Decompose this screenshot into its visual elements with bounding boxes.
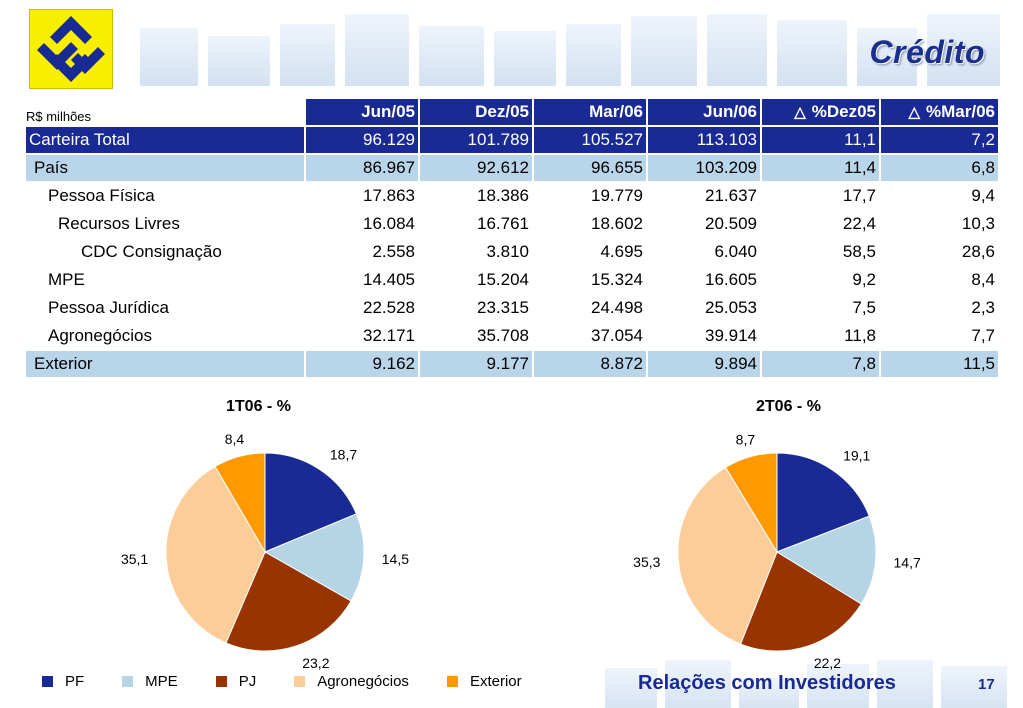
col-header: △ %Dez05 [762,99,879,125]
pie-label: 8,7 [736,431,756,447]
page-title: Crédito [869,34,985,70]
col-header: Jun/06 [648,99,760,125]
delta-icon: △ [908,104,921,121]
pie-chart-2t06: 19,1 14,7 22,2 35,3 8,7 [633,431,921,671]
pie-title-2t06: 2T06 - % [756,398,821,415]
legend-swatch [294,676,306,687]
col-header: Jun/05 [306,99,418,125]
col-header: Dez/05 [420,99,532,125]
pie-label: 18,7 [330,447,357,463]
pie-slice-exterior [724,452,778,554]
footer-text: Relações com Investidores [638,672,896,694]
pie-slice-mpe [775,515,877,605]
pie-slice-agronegócios [165,465,266,644]
table-row: Agronegócios 32.171 35.708 37.054 39.914… [48,326,995,345]
col-header: △ %Mar/06 [881,99,998,125]
table-row: Pessoa Jurídica 22.528 23.315 24.498 25.… [48,298,995,317]
pie-slice-exterior [214,452,266,554]
table-row: CDC Consignação 2.558 3.810 4.695 6.040 … [81,242,995,261]
pie-label: 22,2 [814,655,841,671]
legend-swatch [122,676,134,687]
table-row: Recursos Livres 16.084 16.761 18.602 20.… [58,214,995,233]
table-row: Pessoa Física 17.863 18.386 19.779 21.63… [48,186,995,205]
logo-icon [37,16,105,82]
legend-item: PF [42,673,84,690]
pie-slice-pj [739,551,862,652]
credit-table: Jun/05 Dez/05 Mar/06 Jun/06 △ %Dez05 △ %Ma… [24,97,1000,379]
pie-label: 8,4 [225,431,245,447]
legend-swatch [446,676,458,687]
pie-chart-1t06: 18,7 14,5 23,2 35,1 8,4 [121,431,409,671]
pie-title-1t06: 1T06 - % [226,398,291,415]
pie-slice-pj [225,551,352,652]
pie-label: 23,2 [302,655,329,671]
legend-item: Agronegócios [294,673,409,690]
table-row: Exterior 9.162 9.177 8.872 9.894 7,8 11,… [26,351,998,377]
table-row: País 86.967 92.612 96.655 103.209 11,4 6… [26,155,998,181]
table-row: Carteira Total 96.129 101.789 105.527 11… [26,127,998,153]
chart-legend: PF MPE PJ Agronegócios Exterior [42,673,560,690]
delta-icon: △ [794,104,806,121]
col-header: Mar/06 [534,99,646,125]
pie-label: 35,1 [121,551,148,567]
pie-slice-mpe [263,513,365,602]
table-row: MPE 14.405 15.204 15.324 16.605 9,2 8,4 [48,270,995,289]
pie-label: 35,3 [633,554,660,570]
pie-slice-pf [264,452,358,553]
bank-logo [29,9,113,89]
pie-label: 19,1 [843,447,870,463]
legend-item: MPE [122,673,178,690]
page-number: 17 [978,676,995,693]
table-header-row: Jun/05 Dez/05 Mar/06 Jun/06 △ %Dez05 △ %Ma… [26,99,998,125]
pie-label: 14,7 [894,555,921,571]
legend-swatch [215,676,227,687]
legend-item: Exterior [446,673,522,690]
header-decoration [140,14,1000,86]
legend-item: PJ [215,673,256,690]
footer-decoration [605,658,1017,708]
units-label: R$ milhões [26,109,92,124]
pie-slice-pf [776,452,870,553]
pie-label: 14,5 [382,551,409,567]
legend-swatch [42,676,53,687]
